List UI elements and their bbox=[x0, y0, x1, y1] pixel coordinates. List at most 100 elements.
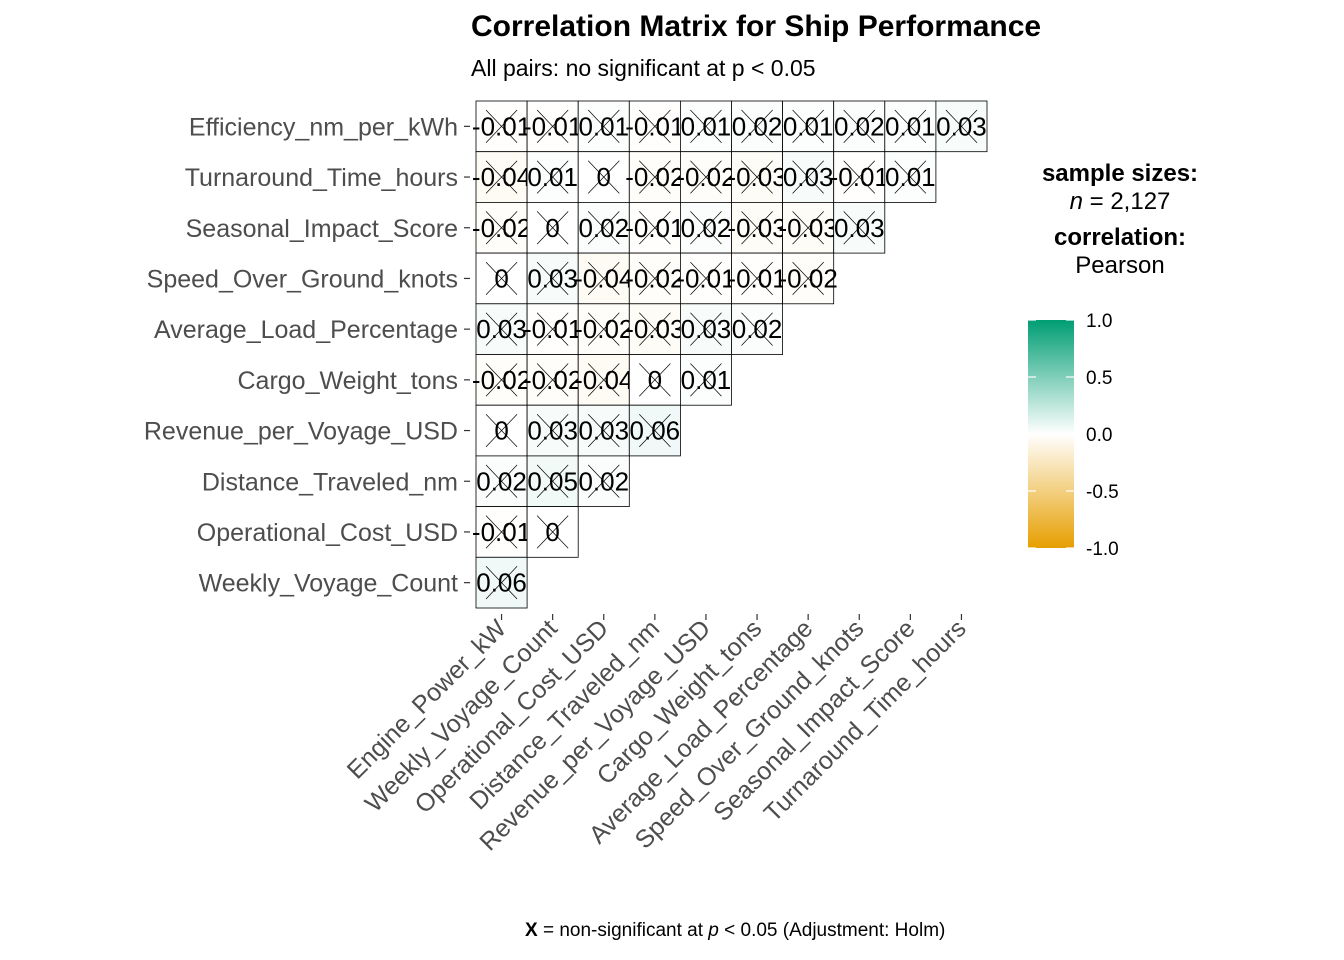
nonsig-cross bbox=[485, 211, 518, 245]
caption-text-2: < 0.05 (Adjustment: Holm) bbox=[718, 920, 946, 941]
legend-tick-label: 0.5 bbox=[1086, 368, 1112, 389]
cell-value-label: 0.01 bbox=[885, 111, 936, 141]
y-tick-label: Speed_Over_Ground_knots bbox=[147, 265, 458, 293]
caption-x-symbol: X bbox=[525, 920, 538, 941]
heatmap-cell bbox=[782, 201, 835, 254]
legend-tick-label: -0.5 bbox=[1086, 482, 1119, 503]
nonsig-cross bbox=[792, 109, 824, 143]
cell-value-label: -0.02 bbox=[472, 213, 531, 243]
nonsig-cross bbox=[741, 160, 773, 194]
cell-value-label: 0.05 bbox=[527, 466, 578, 496]
cell-value-label: -0.03 bbox=[727, 162, 786, 192]
cell-value-label: 0.02 bbox=[578, 213, 629, 243]
nonsig-cross bbox=[587, 312, 620, 346]
cell-value-label: -0.01 bbox=[472, 111, 531, 141]
y-tick-label: Weekly_Voyage_Count bbox=[199, 570, 458, 598]
nonsig-cross bbox=[792, 211, 824, 245]
sample-size-value: n = 2,127 bbox=[1069, 188, 1171, 215]
nonsig-cross bbox=[639, 261, 671, 296]
cell-value-label: 0.02 bbox=[476, 466, 527, 496]
cell-value-label: -0.04 bbox=[574, 365, 633, 395]
legend-text: sample sizes: n = 2,127 correlation: Pea… bbox=[1010, 160, 1230, 280]
nonsig-cross bbox=[945, 109, 978, 143]
cell-value-label: -0.02 bbox=[523, 365, 582, 395]
cell-value-label: 0.06 bbox=[630, 416, 681, 446]
nonsig-cross bbox=[690, 160, 722, 194]
nonsig-cross bbox=[587, 160, 620, 194]
nonsig-cross bbox=[639, 413, 671, 448]
y-tick-label: Efficiency_nm_per_kWh bbox=[189, 113, 458, 141]
cell-value-label: 0.02 bbox=[732, 111, 783, 141]
cell-value-label: 0 bbox=[545, 213, 559, 243]
y-tick-label: Distance_Traveled_nm bbox=[202, 468, 458, 496]
cell-value-label: 0 bbox=[597, 162, 611, 192]
nonsig-cross bbox=[485, 160, 518, 194]
nonsig-cross bbox=[843, 211, 876, 245]
y-tick-label: Operational_Cost_USD bbox=[197, 519, 458, 547]
nonsig-cross bbox=[587, 363, 620, 397]
cell-value-label: 0.03 bbox=[527, 416, 578, 446]
cell-value-label: 0.03 bbox=[681, 314, 732, 344]
n-symbol: n bbox=[1069, 188, 1083, 215]
nonsig-cross bbox=[485, 261, 518, 296]
nonsig-cross bbox=[894, 109, 927, 143]
caption: X = non-significant at p < 0.05 (Adjustm… bbox=[525, 920, 945, 942]
y-tick-label: Revenue_per_Voyage_USD bbox=[144, 418, 458, 446]
cell-value-label: 0.02 bbox=[834, 111, 885, 141]
cell-value-label: -0.01 bbox=[676, 263, 735, 293]
cell-value-label: 0.03 bbox=[783, 162, 834, 192]
nonsig-cross bbox=[741, 211, 773, 245]
nonsig-cross bbox=[485, 515, 518, 549]
cell-value-label: -0.02 bbox=[779, 263, 838, 293]
nonsig-cross bbox=[536, 160, 569, 194]
nonsig-cross bbox=[587, 261, 620, 296]
chart-title: Correlation Matrix for Ship Performance bbox=[471, 10, 1042, 43]
cell-value-label: -0.04 bbox=[574, 263, 633, 293]
cell-value-label: 0.01 bbox=[681, 365, 732, 395]
caption-text-1: = non-significant at bbox=[537, 920, 709, 941]
legend-tick-label: 1.0 bbox=[1086, 311, 1112, 332]
cell-value-label: -0.02 bbox=[676, 162, 735, 192]
cell-value-label: -0.03 bbox=[625, 314, 684, 344]
cell-value-label: 0.02 bbox=[578, 466, 629, 496]
cell-value-label: -0.04 bbox=[472, 162, 531, 192]
nonsig-cross bbox=[843, 160, 876, 194]
cell-value-label: 0.02 bbox=[732, 314, 783, 344]
legend-tick-label: -1.0 bbox=[1086, 539, 1119, 560]
n-value: 2,127 bbox=[1110, 188, 1171, 215]
cell-value-label: 0 bbox=[494, 416, 508, 446]
nonsig-cross bbox=[639, 109, 671, 143]
cell-value-label: 0 bbox=[648, 365, 662, 395]
legend-tick-label: 0.0 bbox=[1086, 425, 1112, 446]
y-tick-label: Seasonal_Impact_Score bbox=[186, 215, 458, 243]
heatmap-cell bbox=[833, 100, 886, 153]
nonsig-cross bbox=[690, 363, 722, 397]
heatmap-grid: -0.01-0.010.01-0.010.01 0.02 0.01 0.02 0.01 0… bbox=[472, 100, 988, 609]
cell-value-label: 0.02 bbox=[681, 213, 732, 243]
nonsig-cross bbox=[741, 109, 773, 143]
nonsig-cross bbox=[741, 261, 773, 296]
nonsig-cross bbox=[536, 211, 569, 245]
correlation-heading: correlation: bbox=[1053, 224, 1187, 251]
nonsig-cross bbox=[792, 160, 824, 194]
nonsig-cross bbox=[587, 464, 620, 498]
cell-value-label: -0.01 bbox=[625, 213, 684, 243]
cell-value-label: 0.01 bbox=[527, 162, 578, 192]
y-tick-label: Average_Load_Percentage bbox=[154, 316, 458, 344]
cell-value-label: -0.02 bbox=[472, 365, 531, 395]
cell-value-label: -0.03 bbox=[727, 213, 786, 243]
nonsig-cross bbox=[639, 312, 671, 346]
nonsig-cross bbox=[536, 312, 569, 346]
cell-value-label: 0 bbox=[494, 263, 508, 293]
nonsig-cross bbox=[587, 109, 620, 143]
color-legend: 1.0 0.5 0.0 -0.5 -1.0 bbox=[1028, 311, 1119, 560]
nonsig-cross bbox=[792, 261, 824, 296]
chart-subtitle: All pairs: no significant at p < 0.05 bbox=[471, 55, 816, 81]
cell-value-label: -0.01 bbox=[625, 111, 684, 141]
cell-value-label: 0.01 bbox=[681, 111, 732, 141]
nonsig-cross bbox=[536, 515, 569, 549]
nonsig-cross bbox=[536, 363, 569, 397]
nonsig-cross bbox=[741, 312, 773, 346]
nonsig-cross bbox=[536, 109, 569, 143]
